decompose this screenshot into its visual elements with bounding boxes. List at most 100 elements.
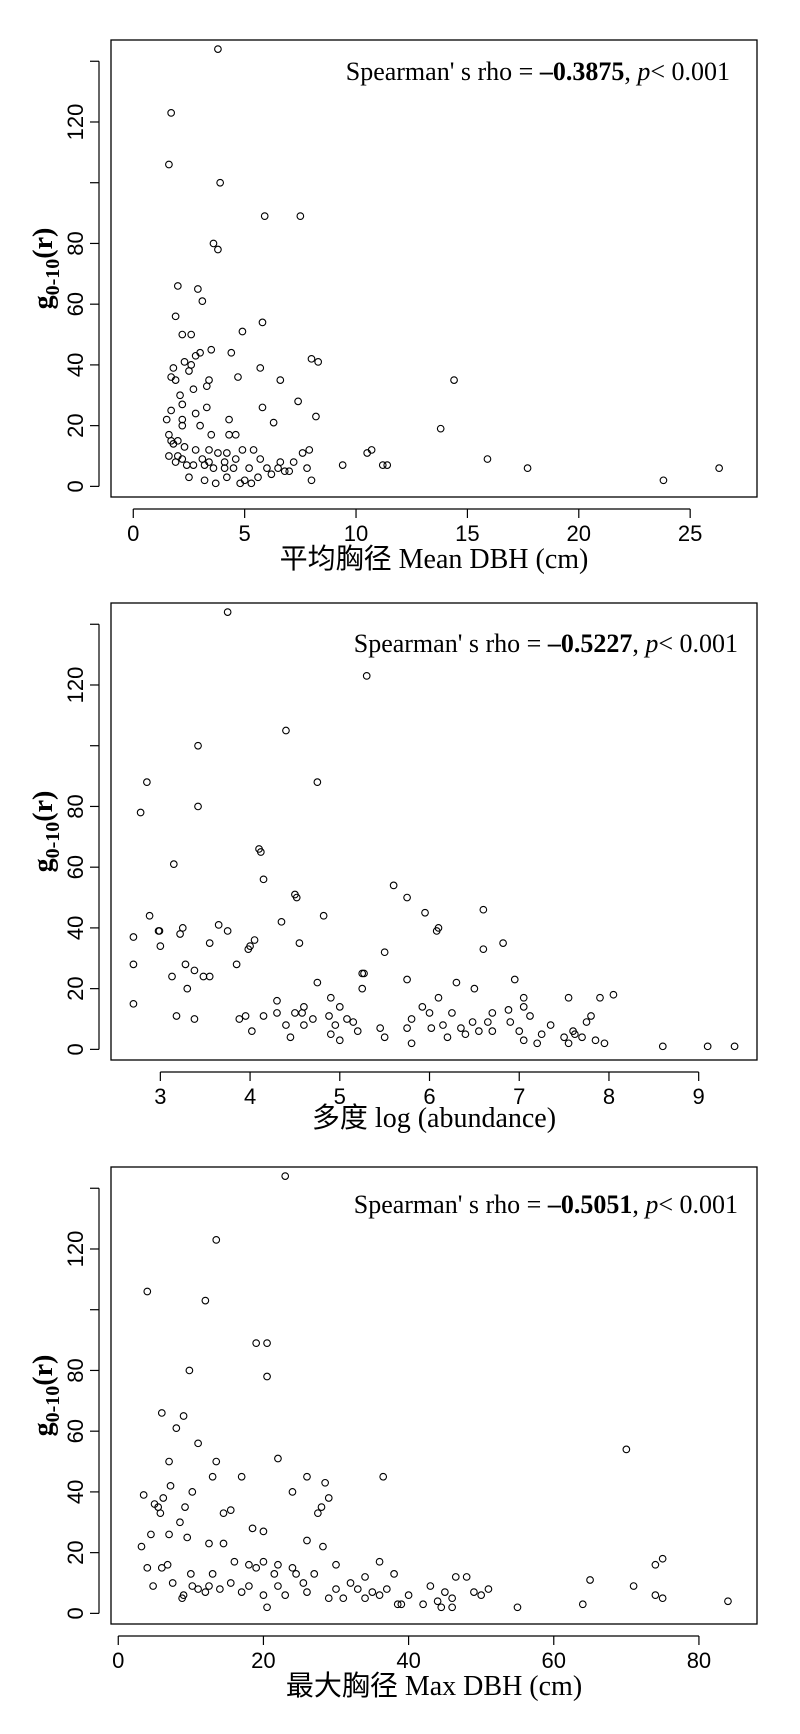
data-point: [273, 1009, 281, 1017]
data-point: [484, 1585, 493, 1593]
data-point: [622, 1445, 631, 1454]
data-point: [248, 1524, 257, 1533]
data-point: [256, 364, 265, 372]
data-point: [307, 354, 316, 363]
data-point: [307, 476, 316, 485]
data-point: [378, 461, 387, 469]
data-point: [194, 1585, 202, 1593]
data-point: [147, 1530, 155, 1539]
spearman-annotation: Spearman' s rho = –0.5051, p< 0.001: [354, 1190, 738, 1219]
data-point: [312, 412, 320, 421]
y-label-suffix: (r): [28, 791, 59, 822]
data-point: [186, 1570, 195, 1578]
data-point: [245, 1582, 253, 1590]
data-point: [376, 1024, 385, 1032]
data-point: [247, 479, 256, 488]
data-point: [488, 1027, 497, 1036]
data-point: [651, 1560, 660, 1569]
data-point: [226, 1506, 235, 1514]
y-tick-label: 120: [63, 104, 88, 141]
x-tick-label: 20: [251, 1648, 275, 1673]
data-point: [263, 464, 271, 473]
data-point: [137, 1542, 146, 1551]
y-tick-label: 0: [63, 1043, 88, 1055]
data-point: [250, 936, 259, 944]
data-point: [214, 45, 222, 53]
data-point: [404, 1591, 413, 1600]
y-tick-label: 60: [63, 292, 88, 316]
data-point: [483, 1018, 492, 1026]
data-point: [326, 993, 335, 1002]
data-point: [338, 461, 347, 469]
data-point: [515, 1027, 524, 1036]
data-point: [258, 318, 267, 327]
data-point: [208, 1472, 217, 1481]
data-point: [185, 473, 193, 482]
y-tick-label: 80: [63, 231, 88, 255]
scatter-panel-mean-dbh: 0 5 10 15 20 25 0 20 40 60 80 120 Spearman' s rho = …: [0, 0, 800, 578]
y-tick-label: 80: [63, 794, 88, 818]
data-point: [234, 373, 242, 381]
data-point: [159, 1494, 168, 1502]
data-point: [421, 908, 429, 917]
data-point: [582, 1018, 591, 1026]
data-point: [188, 1582, 197, 1590]
data-point: [178, 330, 187, 339]
data-point: [227, 348, 236, 357]
data-point: [407, 1015, 416, 1023]
data-point: [222, 473, 231, 482]
data-point: [450, 376, 458, 384]
y-tick-label: 20: [63, 413, 88, 437]
data-point: [157, 1563, 166, 1572]
annotation-rho: –0.5227: [547, 629, 633, 658]
data-point: [219, 1509, 228, 1518]
data-point: [452, 978, 461, 987]
data-point: [488, 1009, 497, 1017]
data-point: [658, 1594, 667, 1603]
data-point: [506, 1018, 515, 1026]
data-point: [207, 430, 216, 439]
data-point: [198, 297, 207, 305]
data-point: [168, 1579, 177, 1587]
x-tick-label: 40: [396, 1648, 420, 1673]
x-tick-label: 5: [239, 521, 251, 546]
data-point: [513, 1603, 522, 1612]
data-point: [296, 212, 305, 220]
data-point: [180, 358, 189, 366]
data-point: [310, 1570, 319, 1578]
data-point: [214, 921, 223, 929]
y-label-main: g: [28, 858, 59, 872]
data-point: [235, 1015, 244, 1023]
data-point: [470, 984, 479, 993]
data-point: [274, 464, 282, 473]
y-axis-label: g0-10(r): [28, 1355, 64, 1437]
data-point: [231, 455, 240, 463]
data-point: [288, 1563, 297, 1572]
y-tick-label: 120: [63, 667, 88, 704]
data-point: [187, 330, 196, 339]
plot-frame: [110, 1166, 758, 1625]
data-point: [477, 1591, 486, 1600]
data-point: [426, 1582, 435, 1590]
data-point: [136, 808, 145, 817]
data-point: [191, 351, 200, 360]
data-point: [205, 939, 214, 947]
data-point: [260, 212, 269, 220]
data-point: [314, 358, 323, 366]
data-point: [143, 1563, 152, 1572]
data-point: [129, 933, 138, 941]
annotation-prefix: Spearman' s rho =: [354, 1190, 548, 1219]
data-point: [231, 430, 240, 439]
data-point: [196, 421, 204, 430]
data-point: [703, 1042, 712, 1051]
data-point: [190, 966, 199, 975]
data-point: [171, 312, 180, 321]
scatter-points: [162, 45, 723, 488]
data-point: [586, 1576, 594, 1584]
x-tick-label: 10: [344, 521, 368, 546]
data-point: [256, 848, 265, 856]
x-tick-label: 25: [678, 521, 702, 546]
data-point: [205, 446, 213, 454]
data-point: [533, 1039, 542, 1048]
x-axis: 0 5 10 15 20 25: [127, 508, 702, 546]
